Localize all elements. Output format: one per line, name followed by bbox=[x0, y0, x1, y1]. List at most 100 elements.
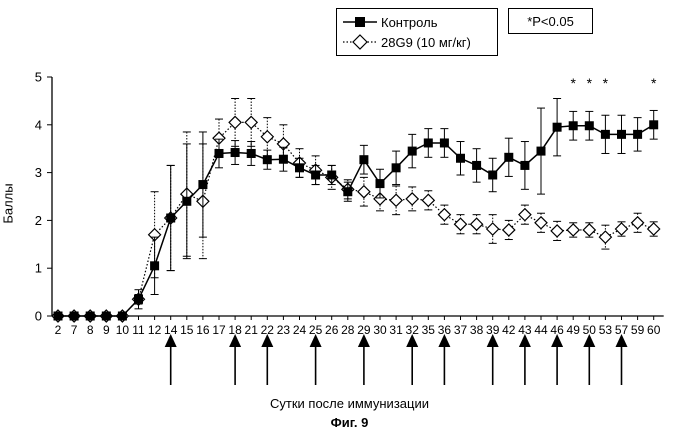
series-line-control bbox=[58, 124, 655, 317]
x-tick-label: 31 bbox=[389, 323, 403, 337]
point-control bbox=[568, 121, 578, 131]
point-28g9 bbox=[260, 129, 275, 144]
point-control bbox=[633, 129, 643, 139]
point-28g9 bbox=[614, 222, 629, 236]
point-control bbox=[504, 152, 514, 162]
point-control bbox=[134, 294, 143, 304]
arrow-icon bbox=[261, 334, 274, 385]
legend: Контроль 28G9 (10 мг/кг) bbox=[336, 8, 498, 56]
point-control bbox=[472, 160, 482, 170]
point-control bbox=[536, 146, 546, 156]
point-control bbox=[214, 148, 224, 158]
y-ticks: 0 1 2 3 4 5 bbox=[35, 70, 52, 324]
significance-star: * bbox=[587, 75, 593, 91]
x-tick-label: 21 bbox=[245, 323, 259, 337]
axes bbox=[51, 77, 664, 317]
y-tick-label: 0 bbox=[35, 309, 42, 324]
x-tick-label: 15 bbox=[180, 323, 194, 337]
x-tick-label: 44 bbox=[534, 323, 548, 337]
figure-caption: Фиг. 9 bbox=[330, 415, 369, 430]
x-tick-label: 32 bbox=[406, 323, 420, 337]
point-control bbox=[246, 148, 256, 158]
point-control bbox=[552, 122, 562, 132]
point-control bbox=[375, 179, 385, 189]
point-28g9 bbox=[566, 223, 581, 237]
arrow-head bbox=[406, 334, 419, 347]
point-28g9 bbox=[469, 217, 484, 232]
point-control bbox=[278, 154, 288, 164]
y-axis-label: Баллы bbox=[0, 183, 16, 224]
point-28g9 bbox=[405, 192, 420, 206]
arrow-head bbox=[583, 334, 596, 347]
legend-item-control: Контроль bbox=[343, 13, 437, 31]
point-control bbox=[166, 213, 176, 223]
x-axis-label: Сутки после иммунизации bbox=[270, 396, 429, 411]
significance-note: *P<0.05 bbox=[508, 8, 593, 34]
arrow-icon bbox=[583, 334, 596, 385]
x-tick-label: 28 bbox=[341, 323, 355, 337]
x-tick-label: 29 bbox=[357, 323, 371, 337]
point-control bbox=[439, 138, 449, 148]
x-tick-label: 30 bbox=[373, 323, 387, 337]
legend-item-28g9: 28G9 (10 мг/кг) bbox=[343, 33, 471, 51]
x-tick-label: 25 bbox=[309, 323, 323, 337]
x-ticks: 2 7 8 9 10 11 12 14 15 16 17 18 21 22 23 24 25 26 28 29 30 31… bbox=[55, 316, 661, 337]
x-tick-label: 38 bbox=[470, 323, 484, 337]
arrow-icon bbox=[518, 334, 531, 385]
legend-symbol-control bbox=[343, 13, 377, 31]
legend-label-28g9: 28G9 (10 мг/кг) bbox=[381, 34, 471, 50]
x-tick-label: 46 bbox=[550, 323, 564, 337]
arrow-head bbox=[438, 334, 451, 347]
point-28g9 bbox=[373, 192, 387, 206]
point-28g9 bbox=[244, 115, 259, 130]
arrow-head bbox=[229, 334, 242, 347]
point-28g9 bbox=[646, 222, 661, 236]
point-control bbox=[343, 187, 353, 197]
x-tick-label: 18 bbox=[228, 323, 242, 337]
point-control bbox=[617, 129, 626, 139]
point-28g9 bbox=[518, 207, 532, 222]
significance-stars: * * * * bbox=[570, 75, 657, 91]
arrow-icon bbox=[229, 334, 242, 385]
point-28g9 bbox=[389, 193, 403, 208]
arrow-head bbox=[164, 334, 177, 347]
arrow-head bbox=[518, 334, 531, 347]
arrow-head bbox=[309, 334, 322, 347]
x-tick-label: 42 bbox=[502, 323, 516, 337]
arrow-head bbox=[486, 334, 499, 347]
point-28g9 bbox=[582, 223, 597, 237]
point-28g9 bbox=[550, 224, 564, 238]
x-tick-label: 57 bbox=[615, 323, 629, 337]
x-tick-label: 14 bbox=[164, 323, 178, 337]
x-tick-label: 53 bbox=[599, 323, 613, 337]
x-tick-label: 35 bbox=[422, 323, 436, 337]
x-tick-label: 26 bbox=[325, 323, 339, 337]
point-28g9 bbox=[534, 215, 548, 230]
significance-star: * bbox=[603, 75, 609, 91]
point-control bbox=[262, 155, 272, 165]
point-control bbox=[230, 148, 240, 158]
x-tick-label: 12 bbox=[148, 323, 162, 337]
point-control bbox=[520, 160, 530, 170]
arrow-icon bbox=[615, 334, 628, 385]
x-tick-label: 59 bbox=[631, 323, 645, 337]
x-tick-label: 37 bbox=[454, 323, 468, 337]
series-control bbox=[53, 98, 659, 321]
point-control bbox=[359, 155, 369, 165]
x-tick-label: 10 bbox=[116, 323, 130, 337]
y-tick-label: 1 bbox=[35, 261, 42, 276]
x-tick-label: 2 bbox=[55, 323, 62, 337]
arrow-icon bbox=[357, 334, 370, 385]
x-tick-label: 7 bbox=[71, 323, 78, 337]
arrow-head bbox=[551, 334, 564, 347]
point-28g9 bbox=[501, 223, 516, 237]
arrow-icon bbox=[486, 334, 499, 385]
y-tick-label: 2 bbox=[35, 213, 42, 228]
arrow-icon bbox=[438, 334, 451, 385]
x-tick-label: 17 bbox=[212, 323, 226, 337]
point-28g9 bbox=[437, 207, 452, 222]
point-control bbox=[150, 261, 160, 271]
series-line-28g9 bbox=[58, 121, 654, 317]
x-tick-label: 16 bbox=[196, 323, 210, 337]
significance-star: * bbox=[651, 75, 657, 91]
